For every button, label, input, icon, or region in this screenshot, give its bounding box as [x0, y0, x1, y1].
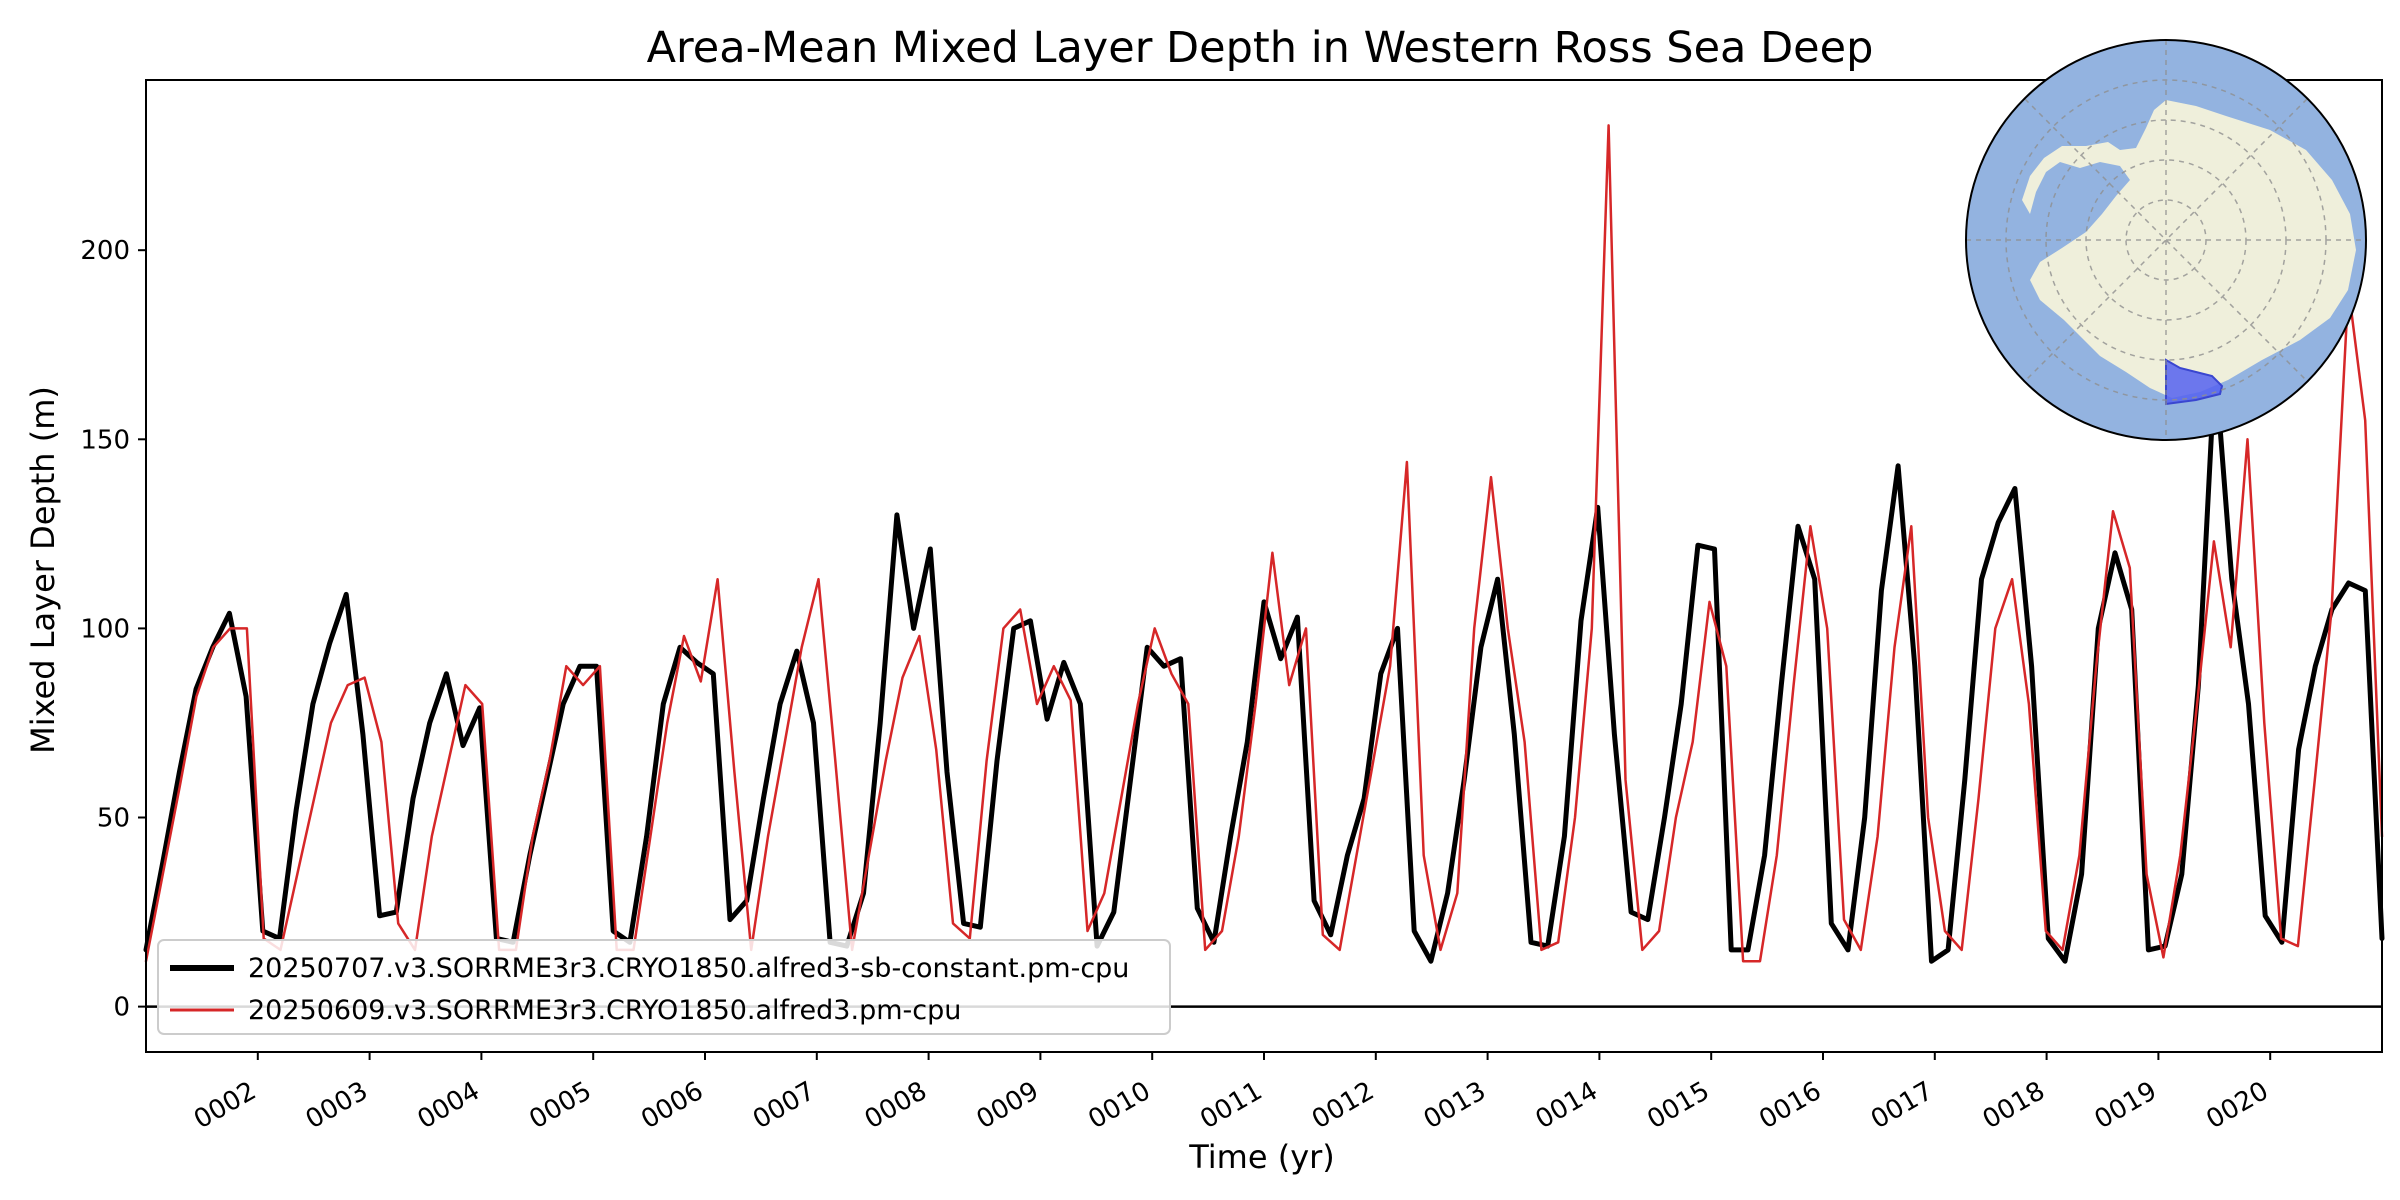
chart-title: Area-Mean Mixed Layer Depth in Western R…	[647, 23, 1874, 73]
y-tick-label: 100	[80, 614, 130, 644]
inset-antarctica-land	[2022, 100, 2356, 398]
x-tick-label: 0002	[189, 1076, 261, 1135]
y-tick-label: 0	[113, 993, 130, 1023]
x-tick-label: 0007	[748, 1076, 820, 1135]
x-tick-label: 0017	[1866, 1076, 1938, 1135]
x-tick-label: 0018	[1978, 1076, 2050, 1135]
legend-label-series-2: 20250609.v3.SORRME3r3.CRYO1850.alfred3.p…	[248, 995, 961, 1026]
y-axis-label: Mixed Layer Depth (m)	[24, 386, 62, 754]
y-tick-label: 200	[80, 236, 130, 266]
inset-graticule	[1966, 40, 2366, 440]
x-tick-label: 0020	[2201, 1076, 2273, 1135]
x-tick-label: 0008	[860, 1076, 932, 1135]
legend: 20250707.v3.SORRME3r3.CRYO1850.alfred3-s…	[157, 939, 1171, 1035]
x-tick-label: 0012	[1307, 1076, 1379, 1135]
south-polar-map-icon	[1965, 39, 2367, 441]
legend-box	[157, 939, 1171, 1035]
x-tick-label: 0005	[524, 1076, 596, 1135]
x-tick-label: 0019	[2090, 1076, 2162, 1135]
inset-region-western-ross-sea	[2165, 358, 2224, 406]
x-tick-label: 0003	[301, 1076, 373, 1135]
x-tick-label: 0004	[413, 1076, 485, 1135]
x-tick-label: 0009	[972, 1076, 1044, 1135]
x-tick-label: 0016	[1754, 1076, 1826, 1135]
x-tick-label: 0006	[636, 1076, 708, 1135]
legend-label-series-1: 20250707.v3.SORRME3r3.CRYO1850.alfred3-s…	[248, 953, 1129, 984]
x-tick-label: 0010	[1083, 1076, 1155, 1135]
series-line-1	[143, 361, 2385, 964]
x-tick-label: 0014	[1531, 1076, 1603, 1135]
x-axis-label: Time (yr)	[1188, 1138, 1335, 1176]
x-tick-label: 0015	[1642, 1076, 1714, 1135]
y-tick-label: 50	[97, 804, 130, 834]
x-tick-label: 0011	[1195, 1076, 1267, 1135]
inset-border	[1965, 39, 2367, 441]
series-line-2	[144, 124, 2384, 963]
x-tick-label: 0013	[1419, 1076, 1491, 1135]
y-tick-label: 150	[80, 425, 130, 455]
